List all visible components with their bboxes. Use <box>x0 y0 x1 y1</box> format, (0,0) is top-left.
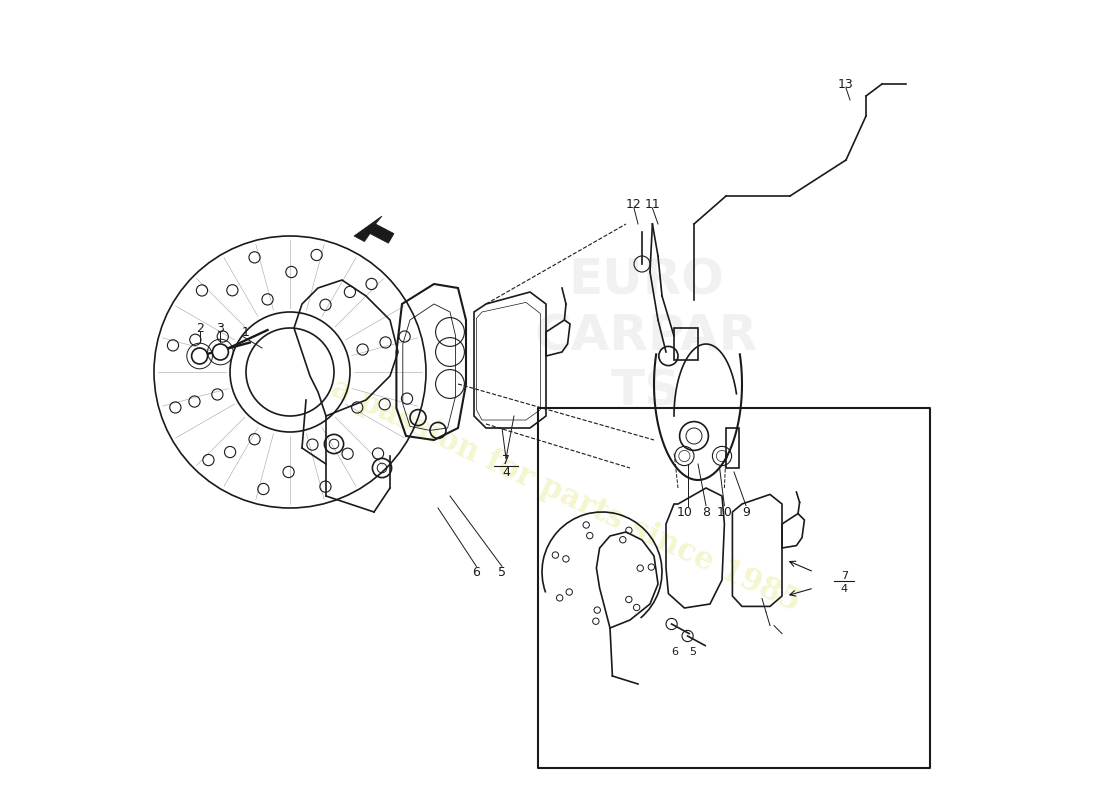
Text: 5: 5 <box>498 566 506 578</box>
Text: 8: 8 <box>702 506 710 518</box>
Text: 10: 10 <box>716 506 733 518</box>
Circle shape <box>212 344 229 360</box>
Text: 4: 4 <box>840 584 848 594</box>
Circle shape <box>191 348 208 364</box>
Text: 6: 6 <box>671 647 679 657</box>
Text: 4: 4 <box>502 466 510 478</box>
Text: a passion for parts since 1985: a passion for parts since 1985 <box>327 374 805 618</box>
Text: 2: 2 <box>196 322 204 334</box>
Text: 7: 7 <box>502 454 510 466</box>
Text: 7: 7 <box>840 571 848 581</box>
Bar <box>538 408 930 768</box>
Text: 12: 12 <box>626 198 642 210</box>
Bar <box>726 428 739 468</box>
Text: 10: 10 <box>676 506 692 518</box>
Text: 5: 5 <box>689 647 696 657</box>
Text: 6: 6 <box>473 566 481 578</box>
Bar <box>674 328 698 360</box>
Text: 1: 1 <box>242 326 250 338</box>
Text: 3: 3 <box>217 322 224 334</box>
Text: 11: 11 <box>645 198 660 210</box>
Text: 13: 13 <box>838 78 854 90</box>
Text: EURO
CARPAR
TS: EURO CARPAR TS <box>535 257 758 416</box>
Text: 9: 9 <box>742 506 750 518</box>
Polygon shape <box>354 216 394 243</box>
